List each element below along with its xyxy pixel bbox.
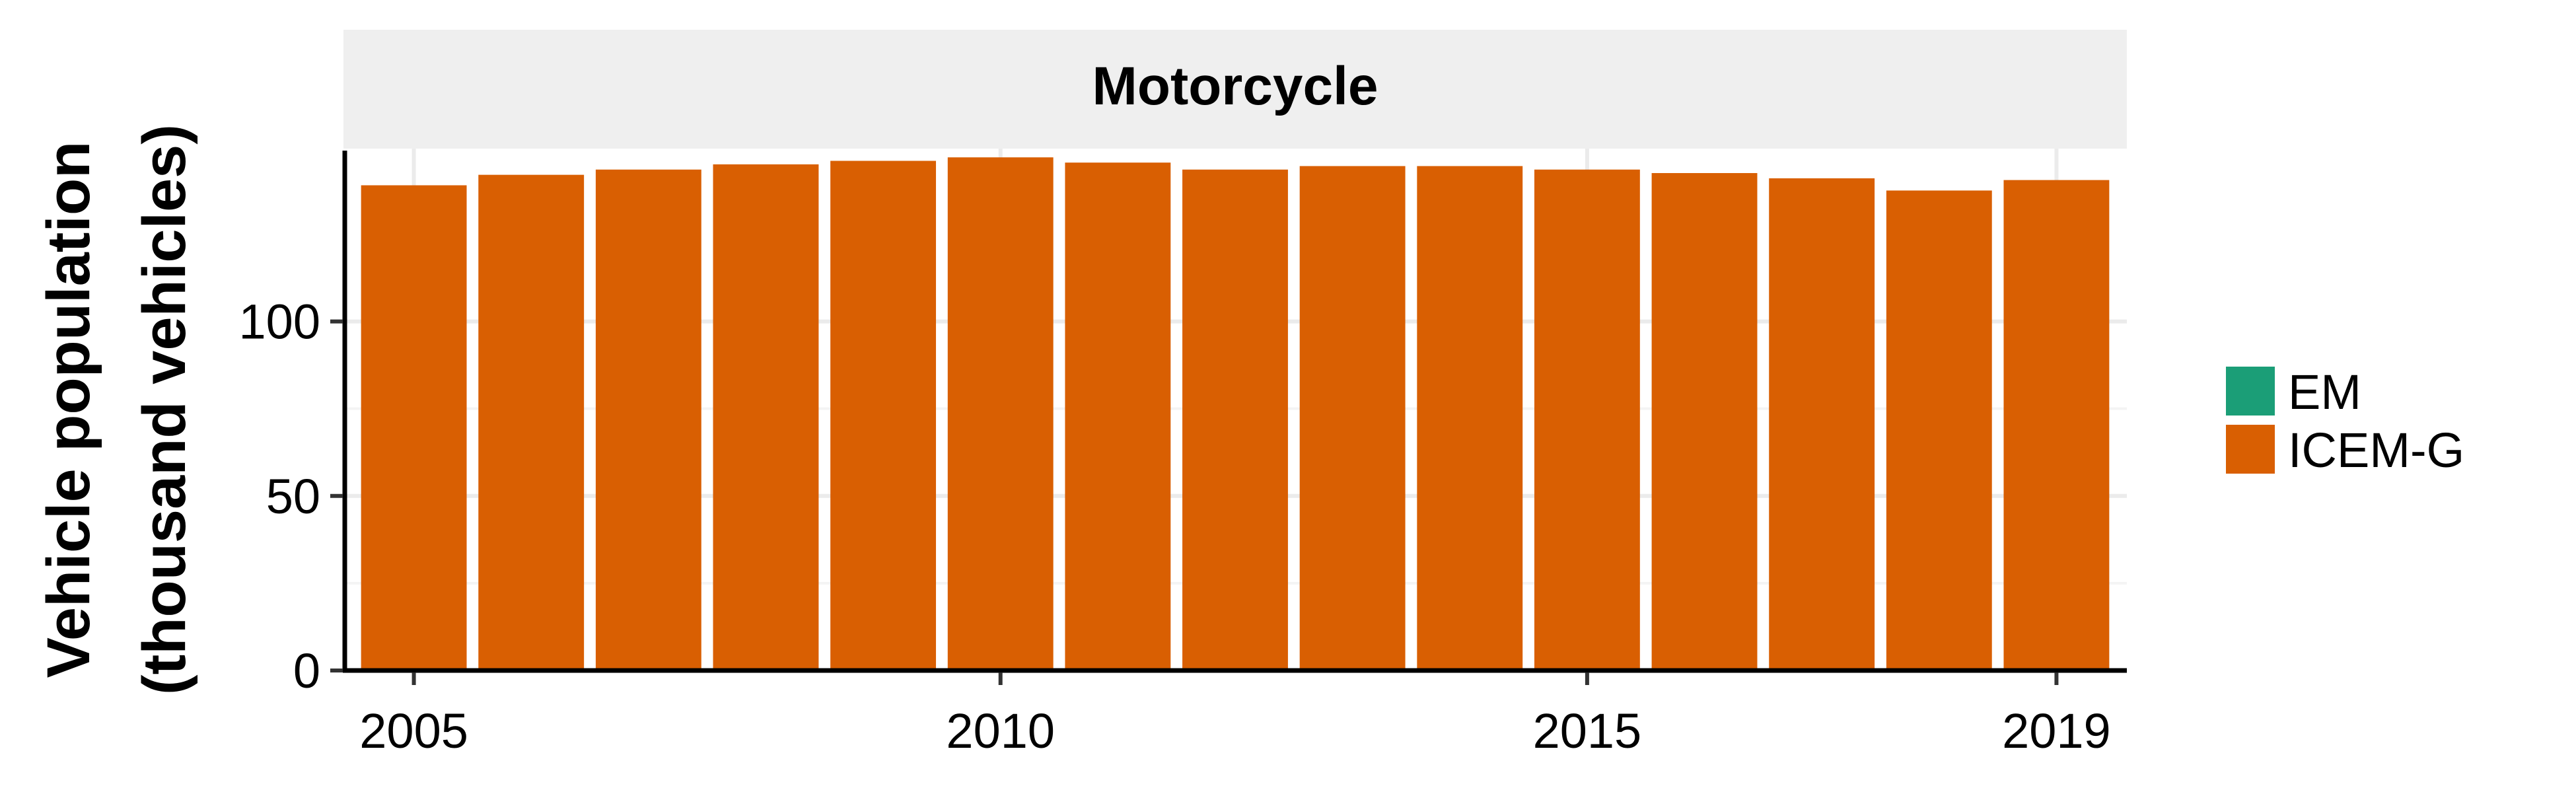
y-tick-label: 100: [239, 295, 320, 349]
legend-label-EM: EM: [2288, 365, 2361, 419]
bar-ICEM-G-2006: [478, 174, 585, 671]
x-ticks: 2005 2010 2015 2019: [359, 672, 2111, 758]
legend-key-EM: [2226, 367, 2275, 416]
bar-ICEM-G-2011: [1065, 163, 1171, 670]
y-axis-title-line2: (thousand vehicles): [131, 124, 198, 695]
bar-ICEM-G-2008: [713, 164, 819, 670]
facet-title: Motorcycle: [1092, 56, 1378, 116]
legend-label-ICEM-G: ICEM-G: [2288, 423, 2464, 478]
x-tick-label: 2015: [1533, 704, 1642, 758]
bar-ICEM-G-2007: [595, 169, 701, 670]
facet-strip: [343, 30, 2127, 149]
y-axis-title-line1: Vehicle population: [35, 141, 102, 678]
y-ticks: 0 50 100: [239, 295, 343, 698]
bar-ICEM-G-2016: [1651, 172, 1758, 670]
legend-key-ICEM-G: [2226, 425, 2275, 474]
x-tick-label: 2019: [2002, 704, 2111, 758]
bar-ICEM-G-2010: [947, 157, 1054, 671]
bar-ICEM-G-2018: [1886, 190, 1992, 670]
bar-ICEM-G-2015: [1534, 169, 1640, 670]
x-tick-label: 2005: [359, 704, 468, 758]
bar-ICEM-G-2012: [1182, 169, 1288, 670]
bar-ICEM-G-2017: [1769, 178, 1875, 670]
bar-ICEM-G-2009: [830, 161, 937, 670]
y-tick-label: 0: [293, 643, 320, 698]
bar-ICEM-G-2005: [361, 185, 467, 670]
bar-ICEM-G-2013: [1299, 166, 1406, 671]
bars: [361, 157, 2110, 671]
x-tick-label: 2010: [946, 704, 1055, 758]
bar-ICEM-G-2014: [1417, 166, 1523, 671]
bar-ICEM-G-2019: [2003, 180, 2110, 670]
y-tick-label: 50: [266, 469, 320, 524]
